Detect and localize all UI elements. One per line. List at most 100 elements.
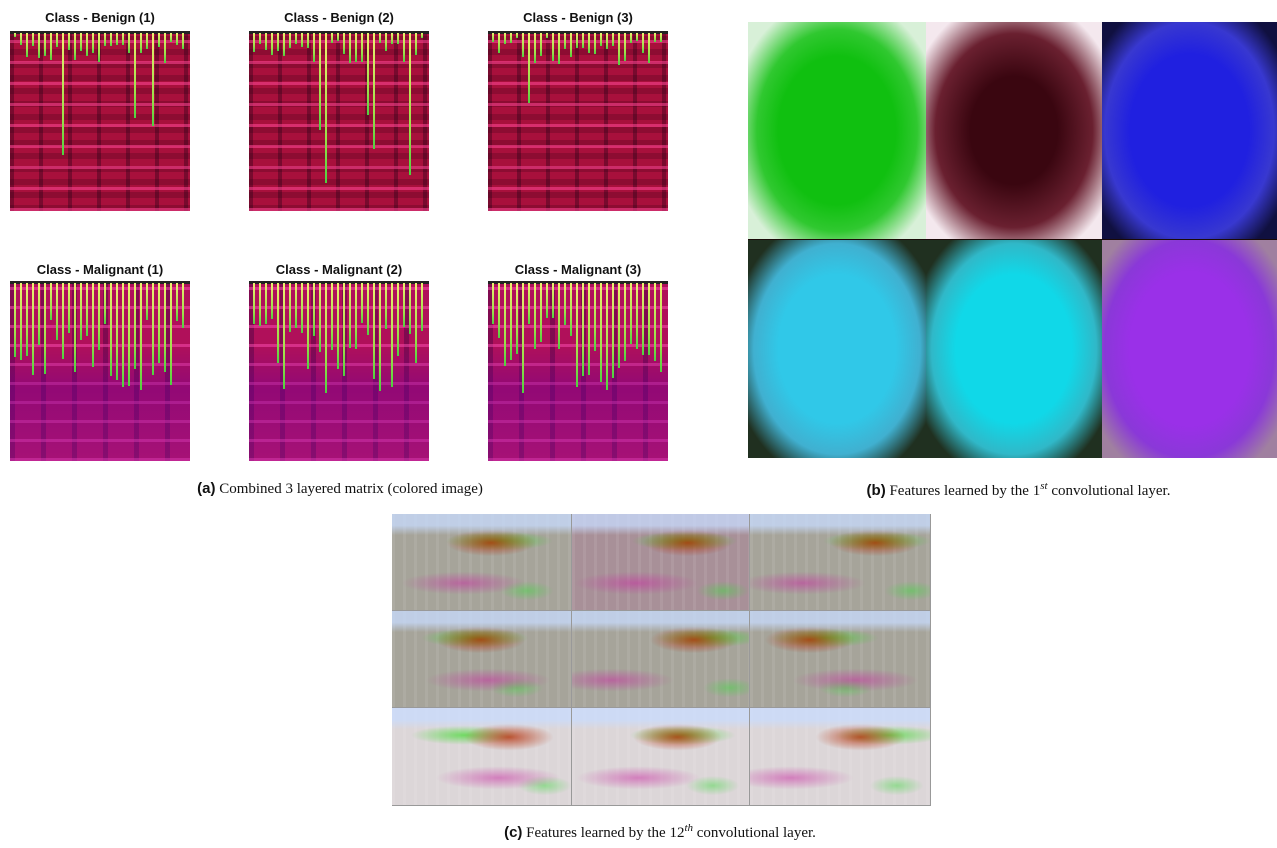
bar-stripe — [409, 283, 411, 334]
bar-stripe — [379, 283, 381, 391]
bar-stripe — [253, 283, 255, 324]
bar-stripe — [86, 283, 88, 336]
bar-stripe — [68, 283, 70, 333]
bar-stripe — [367, 283, 369, 335]
bar-stripe — [355, 33, 357, 62]
bar-stripe — [576, 33, 578, 48]
caption-label: (a) — [197, 480, 215, 497]
bar-stripe — [648, 33, 650, 63]
bar-stripe — [26, 283, 28, 356]
bar-stripe — [391, 33, 393, 44]
bar-stripe — [98, 283, 100, 350]
caption: (b) Features learned by the 1st convolut… — [760, 480, 1277, 500]
bar-stripe — [50, 283, 52, 320]
bar-stripe — [618, 283, 620, 368]
bar-stripe — [409, 33, 411, 175]
bar-stripe — [158, 283, 160, 363]
bar-stripe — [498, 33, 500, 53]
bar-stripe — [504, 283, 506, 366]
bar-stripe — [373, 33, 375, 149]
bar-stripe — [558, 33, 560, 64]
feature-map — [572, 514, 749, 610]
feature-map — [572, 611, 749, 707]
bar-stripe — [170, 33, 172, 42]
bar-stripe — [176, 283, 178, 321]
bar-stripe — [182, 33, 184, 49]
bar-stripe — [397, 33, 399, 44]
feature-map — [392, 708, 571, 805]
bar-stripe — [337, 33, 339, 41]
caption-superscript: th — [684, 822, 693, 834]
feature-map — [748, 240, 926, 458]
bar-stripe — [116, 283, 118, 380]
bar-stripe — [588, 33, 590, 53]
bar-stripe — [134, 33, 136, 118]
page: Class - Benign (1) Class - Benign (2) Cl… — [0, 0, 1277, 848]
bar-stripe — [648, 283, 650, 355]
bar-stripe — [540, 283, 542, 342]
bar-stripe — [415, 283, 417, 363]
bar-stripe — [570, 33, 572, 57]
bar-stripe — [331, 33, 333, 43]
bar-stripe — [80, 283, 82, 340]
bar-stripe — [385, 33, 387, 51]
bar-stripe — [319, 283, 321, 352]
bar-stripe — [582, 283, 584, 376]
bar-stripe — [612, 283, 614, 378]
bar-stripe — [319, 33, 321, 130]
bar-stripe — [588, 283, 590, 375]
bar-stripe — [56, 283, 58, 340]
bar-stripe — [528, 33, 530, 103]
bar-stripe — [349, 283, 351, 348]
bar-stripe — [164, 283, 166, 372]
bar-stripe — [492, 33, 494, 42]
bar-stripe — [546, 283, 548, 318]
bar-stripe — [62, 33, 64, 155]
bar-stripe — [68, 33, 70, 50]
matrix-image — [10, 31, 190, 211]
bar-stripe — [582, 33, 584, 48]
bar-stripe — [307, 33, 309, 48]
bar-stripe — [546, 33, 548, 38]
matrix-image — [10, 281, 190, 461]
bar-stripe — [361, 283, 363, 323]
bar-stripe — [331, 283, 333, 350]
bar-stripe — [44, 283, 46, 374]
caption-label: (b) — [867, 482, 886, 499]
bar-stripe — [373, 283, 375, 379]
bar-stripe — [110, 33, 112, 46]
bar-stripe — [253, 33, 255, 52]
bar-stripe — [642, 283, 644, 355]
feature-grid — [392, 514, 931, 806]
bar-stripe — [313, 33, 315, 62]
bar-stripe — [104, 283, 106, 324]
caption-text: Combined 3 layered matrix (colored image… — [219, 481, 483, 497]
caption-text: Features learned by the 1 — [889, 483, 1040, 499]
bar-stripe — [20, 33, 22, 45]
bar-stripe — [14, 33, 16, 37]
bar-stripe — [600, 33, 602, 46]
image-title: Class - Benign (1) — [0, 10, 220, 25]
bar-stripe — [140, 283, 142, 390]
bar-stripe — [325, 283, 327, 393]
bar-stripe — [80, 33, 82, 51]
bar-stripe — [337, 283, 339, 369]
bar-stripe — [576, 283, 578, 387]
matrix-image — [249, 281, 429, 461]
bar-stripe — [540, 33, 542, 56]
caption: (c) Features learned by the 12th convolu… — [380, 822, 940, 842]
bar-stripe — [32, 33, 34, 46]
bar-stripe — [176, 33, 178, 45]
bar-stripe — [86, 33, 88, 56]
caption-superscript: st — [1040, 480, 1047, 492]
feature-map — [1102, 22, 1277, 239]
bar-stripe — [307, 283, 309, 369]
bar-stripe — [349, 33, 351, 63]
bar-stripe — [170, 283, 172, 385]
image-title: Class - Malignant (3) — [458, 262, 698, 277]
bar-stripe — [301, 283, 303, 333]
bar-stripe — [516, 33, 518, 38]
caption-label: (c) — [504, 824, 522, 841]
feature-grid — [748, 22, 1277, 458]
bar-stripe — [92, 283, 94, 367]
